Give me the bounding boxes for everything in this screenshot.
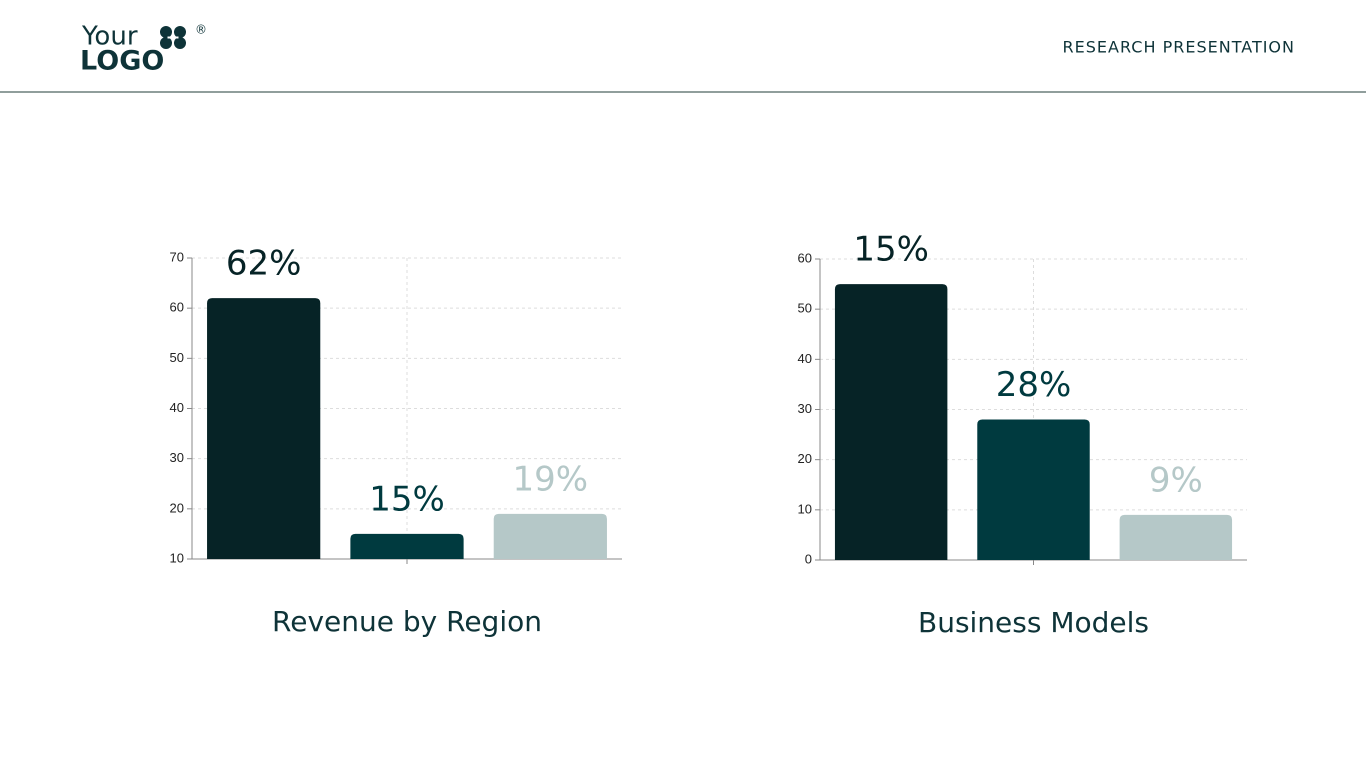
chart-title: Revenue by Region: [272, 605, 542, 638]
logo-icon: [160, 26, 186, 49]
bar: [1119, 514, 1233, 560]
y-tick-label: 30: [798, 401, 812, 416]
value-label: 28%: [996, 365, 1072, 405]
value-label: 15%: [853, 230, 929, 270]
value-label: 9%: [1149, 460, 1203, 500]
logo-bottom: LOGO: [80, 46, 164, 77]
header-title: RESEARCH PRESENTATION: [1063, 38, 1295, 57]
value-label: 15%: [369, 479, 445, 519]
y-tick-label: 30: [170, 450, 184, 465]
y-tick-label: 20: [170, 500, 184, 515]
y-tick-label: 20: [798, 451, 812, 466]
bar: [207, 298, 321, 559]
y-tick-label: 40: [170, 400, 184, 415]
bar: [350, 533, 464, 559]
y-tick-label: 0: [805, 551, 812, 566]
bar: [834, 284, 948, 560]
chart-title: Business Models: [918, 606, 1149, 639]
value-label: 62%: [226, 244, 302, 284]
y-tick-label: 50: [170, 350, 184, 365]
y-tick-label: 10: [170, 550, 184, 565]
logo: Your LOGO ®: [80, 22, 207, 77]
y-tick-label: 50: [798, 301, 812, 316]
bar: [977, 419, 1090, 560]
bar: [493, 513, 607, 559]
y-tick-label: 70: [170, 249, 184, 264]
y-tick-label: 60: [798, 250, 812, 265]
y-tick-label: 60: [170, 300, 184, 315]
logo-mark: ®: [195, 23, 207, 37]
y-tick-label: 10: [798, 501, 812, 516]
y-tick-label: 40: [798, 351, 812, 366]
value-label: 19%: [513, 459, 589, 499]
logo-top: Your: [81, 22, 138, 52]
